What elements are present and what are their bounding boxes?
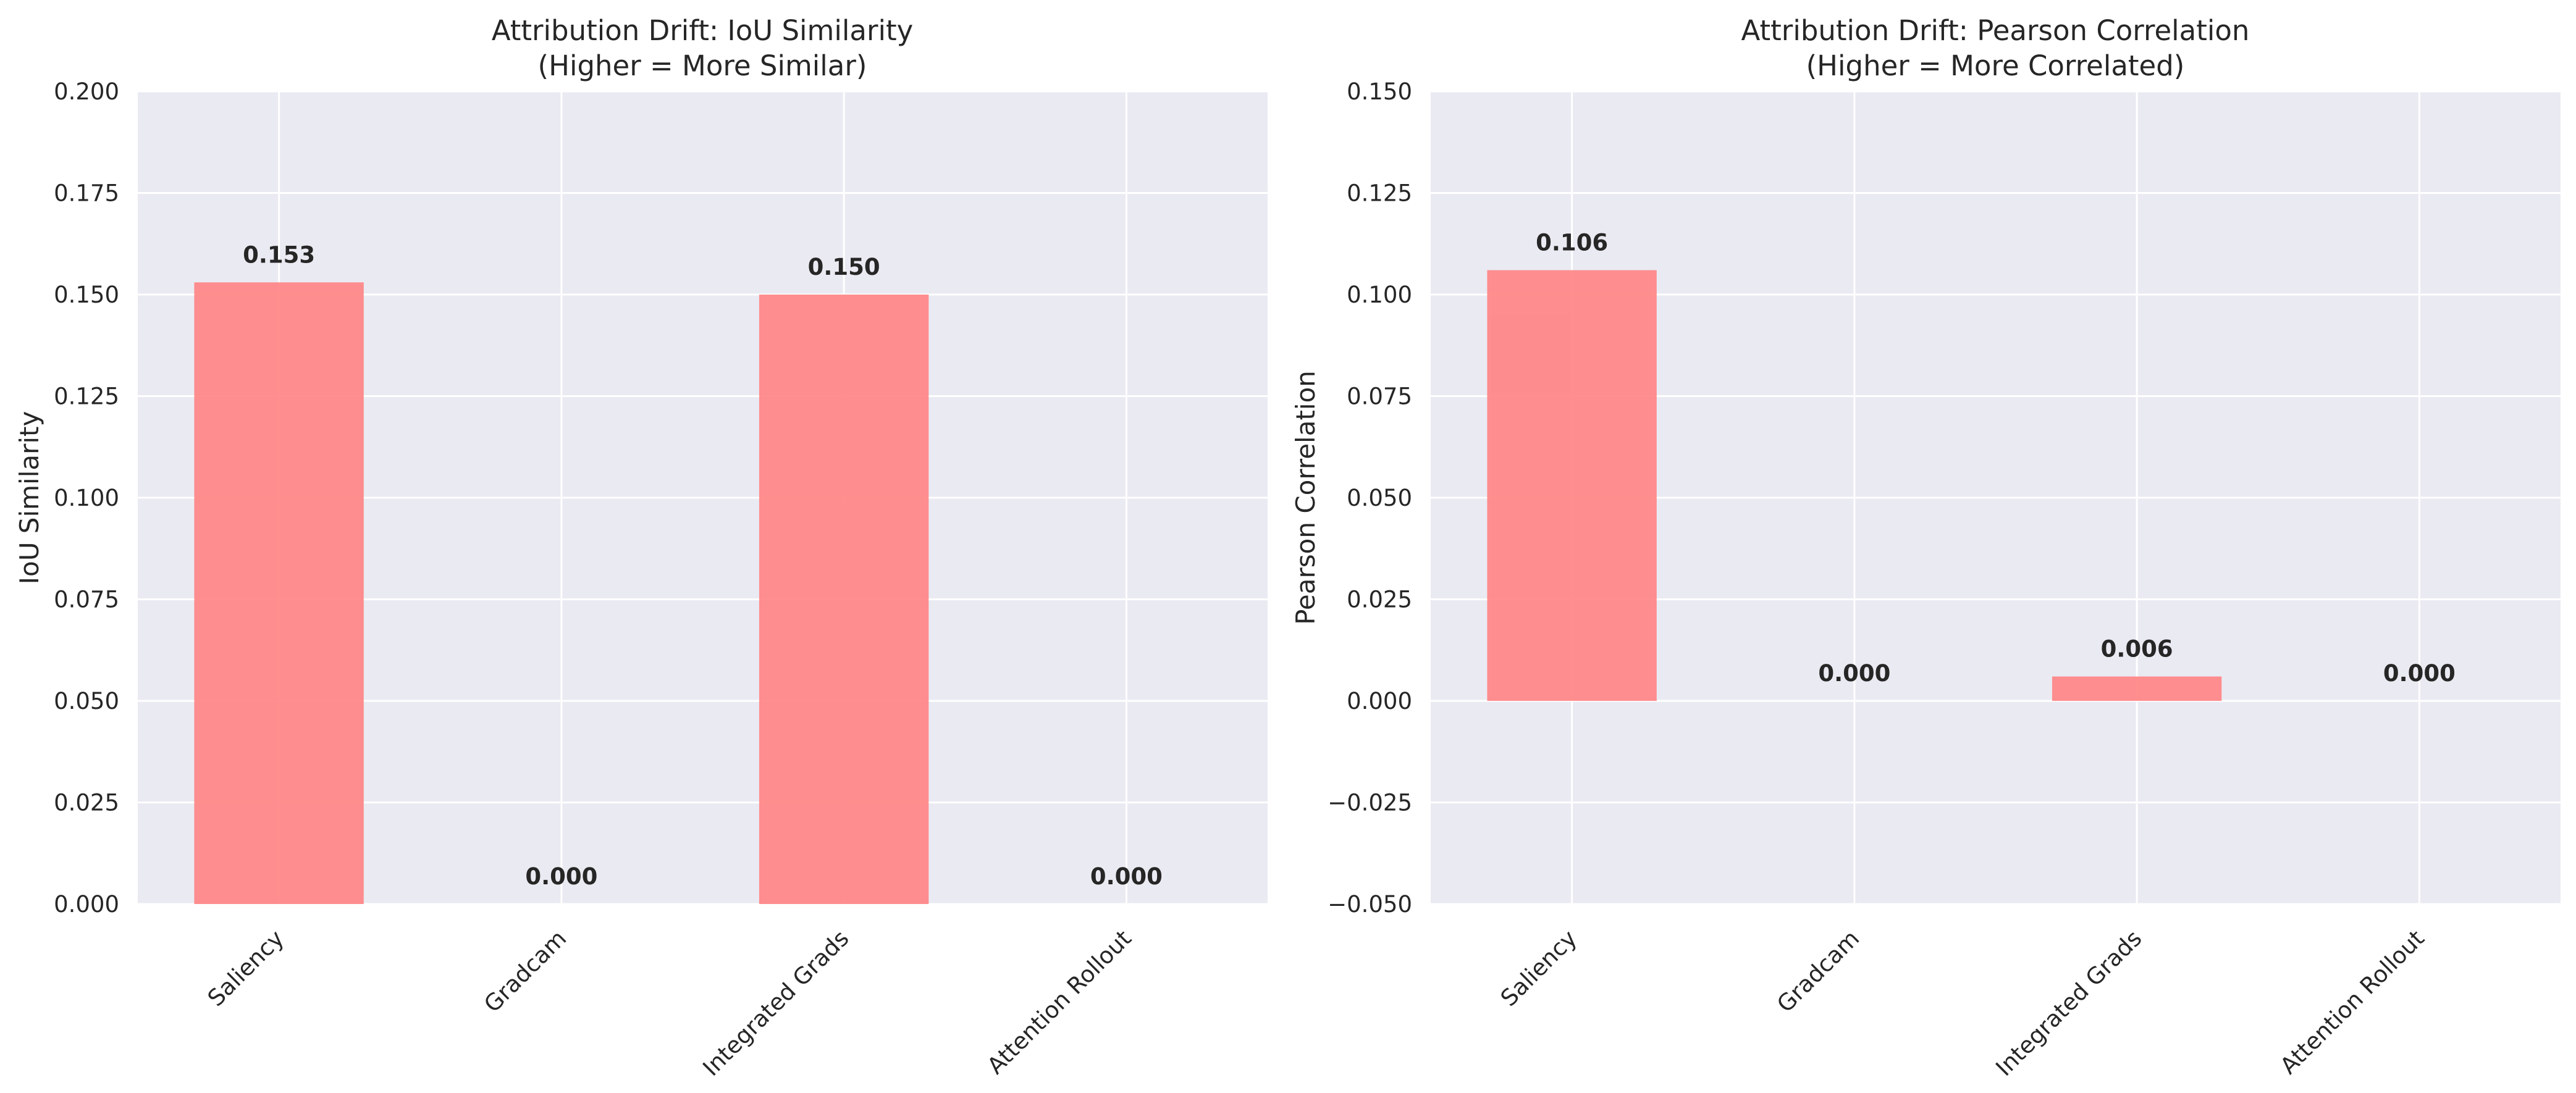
pearson-ytick-label: 0.125 — [1347, 180, 1412, 207]
iou-ytick-label: 0.050 — [54, 688, 119, 714]
pearson-ytick-label: 0.075 — [1347, 383, 1412, 410]
pearson-ytick-label: 0.100 — [1347, 282, 1412, 308]
iou-xtick-labels: Saliency Gradcam Integrated Grads Attention… — [203, 925, 1137, 1081]
pearson-xtick-label: Saliency — [1496, 925, 1582, 1011]
pearson-ytick-label: 0.025 — [1347, 587, 1412, 613]
iou-data-label: 0.150 — [808, 254, 880, 280]
pearson-ytick-label: −0.025 — [1328, 790, 1412, 816]
iou-data-label: 0.153 — [243, 241, 315, 268]
pearson-xtick-label: Gradcam — [1772, 925, 1864, 1018]
iou-ytick-label: 0.125 — [54, 383, 119, 410]
pearson-ytick-label: 0.050 — [1347, 485, 1412, 511]
pearson-data-label: 0.106 — [1536, 230, 1608, 256]
iou-bar — [759, 295, 929, 904]
pearson-data-label: 0.006 — [2101, 636, 2173, 663]
iou-similarity-panel: 0.000 0.025 0.050 0.075 0.100 0.125 0.150 0.175… — [14, 14, 1268, 1081]
iou-data-labels: 0.153 0.000 0.150 0.000 — [243, 241, 1163, 890]
iou-data-label: 0.000 — [525, 863, 597, 890]
pearson-ytick-label: 0.000 — [1347, 688, 1412, 714]
iou-y-axis-label: IoU Similarity — [14, 411, 44, 585]
pearson-chart-title: Attribution Drift: Pearson Correlation — [1741, 14, 2250, 47]
iou-ytick-label: 0.175 — [54, 180, 119, 207]
pearson-bar — [2052, 676, 2222, 701]
pearson-ytick-labels: −0.050 −0.025 0.000 0.025 0.050 0.075 0.100 0.1… — [1328, 78, 1412, 918]
pearson-xtick-labels: Saliency Gradcam Integrated Grads Attention… — [1496, 925, 2430, 1081]
iou-chart-title: Attribution Drift: IoU Similarity — [492, 14, 914, 47]
pearson-ytick-label: −0.050 — [1328, 891, 1412, 918]
pearson-data-labels: 0.106 0.000 0.006 0.000 — [1536, 230, 2456, 687]
pearson-correlation-panel: −0.050 −0.025 0.000 0.025 0.050 0.075 0.100 0.1… — [1290, 14, 2561, 1081]
iou-ytick-label: 0.200 — [54, 78, 119, 105]
pearson-chart-subtitle: (Higher = More Correlated) — [1806, 49, 2185, 82]
pearson-xtick-label: Integrated Grads — [1990, 925, 2147, 1081]
iou-xtick-label: Saliency — [203, 925, 289, 1011]
iou-ytick-labels: 0.000 0.025 0.050 0.075 0.100 0.125 0.150 0.175… — [54, 78, 119, 918]
pearson-xtick-label: Attention Rollout — [2275, 925, 2430, 1079]
pearson-data-label: 0.000 — [1818, 660, 1890, 687]
iou-chart-subtitle: (Higher = More Similar) — [538, 49, 867, 82]
iou-ytick-label: 0.000 — [54, 891, 119, 918]
iou-ytick-label: 0.150 — [54, 282, 119, 308]
iou-xtick-label: Attention Rollout — [982, 925, 1137, 1079]
iou-bars — [194, 282, 929, 904]
iou-ytick-label: 0.075 — [54, 587, 119, 613]
iou-data-label: 0.000 — [1090, 863, 1163, 890]
pearson-ytick-label: 0.150 — [1347, 78, 1412, 105]
iou-xtick-label: Integrated Grads — [697, 925, 854, 1081]
pearson-bar — [1487, 270, 1657, 701]
pearson-data-label: 0.000 — [2383, 660, 2456, 687]
iou-bar — [194, 282, 364, 904]
iou-ytick-label: 0.100 — [54, 485, 119, 511]
iou-xtick-label: Gradcam — [479, 925, 571, 1018]
iou-ytick-label: 0.025 — [54, 790, 119, 816]
pearson-bars — [1487, 270, 2222, 701]
pearson-y-axis-label: Pearson Correlation — [1290, 371, 1321, 625]
